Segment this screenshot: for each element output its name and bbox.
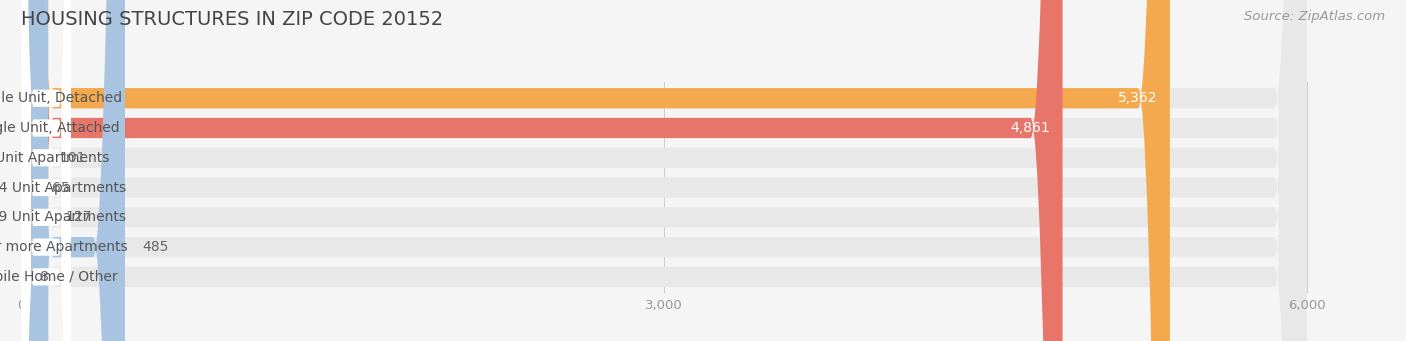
FancyBboxPatch shape [21,0,70,341]
Text: 101: 101 [60,151,86,165]
FancyBboxPatch shape [21,0,35,341]
FancyBboxPatch shape [21,0,1306,341]
FancyBboxPatch shape [21,0,70,341]
Text: 65: 65 [52,180,70,195]
Text: Mobile Home / Other: Mobile Home / Other [0,270,118,284]
FancyBboxPatch shape [21,168,22,341]
FancyBboxPatch shape [21,0,1170,341]
Text: Source: ZipAtlas.com: Source: ZipAtlas.com [1244,10,1385,23]
Text: 127: 127 [66,210,91,224]
Text: 8: 8 [39,270,49,284]
Text: 485: 485 [142,240,169,254]
FancyBboxPatch shape [21,0,1306,341]
Text: 10 or more Apartments: 10 or more Apartments [0,240,128,254]
FancyBboxPatch shape [21,0,42,341]
Text: 4,861: 4,861 [1010,121,1050,135]
Text: 3 or 4 Unit Apartments: 3 or 4 Unit Apartments [0,180,125,195]
FancyBboxPatch shape [21,0,1306,341]
FancyBboxPatch shape [21,0,70,341]
FancyBboxPatch shape [21,0,70,341]
FancyBboxPatch shape [21,0,1306,341]
FancyBboxPatch shape [21,0,48,341]
FancyBboxPatch shape [21,0,70,341]
Text: 5 to 9 Unit Apartments: 5 to 9 Unit Apartments [0,210,125,224]
FancyBboxPatch shape [21,0,1306,341]
Text: 5,362: 5,362 [1118,91,1157,105]
FancyBboxPatch shape [21,0,70,341]
FancyBboxPatch shape [21,0,125,341]
FancyBboxPatch shape [21,0,1306,341]
Text: 2 Unit Apartments: 2 Unit Apartments [0,151,110,165]
FancyBboxPatch shape [21,0,1306,341]
FancyBboxPatch shape [21,0,70,341]
FancyBboxPatch shape [21,0,1063,341]
Text: HOUSING STRUCTURES IN ZIP CODE 20152: HOUSING STRUCTURES IN ZIP CODE 20152 [21,10,443,29]
Text: Single Unit, Detached: Single Unit, Detached [0,91,122,105]
Text: Single Unit, Attached: Single Unit, Attached [0,121,120,135]
